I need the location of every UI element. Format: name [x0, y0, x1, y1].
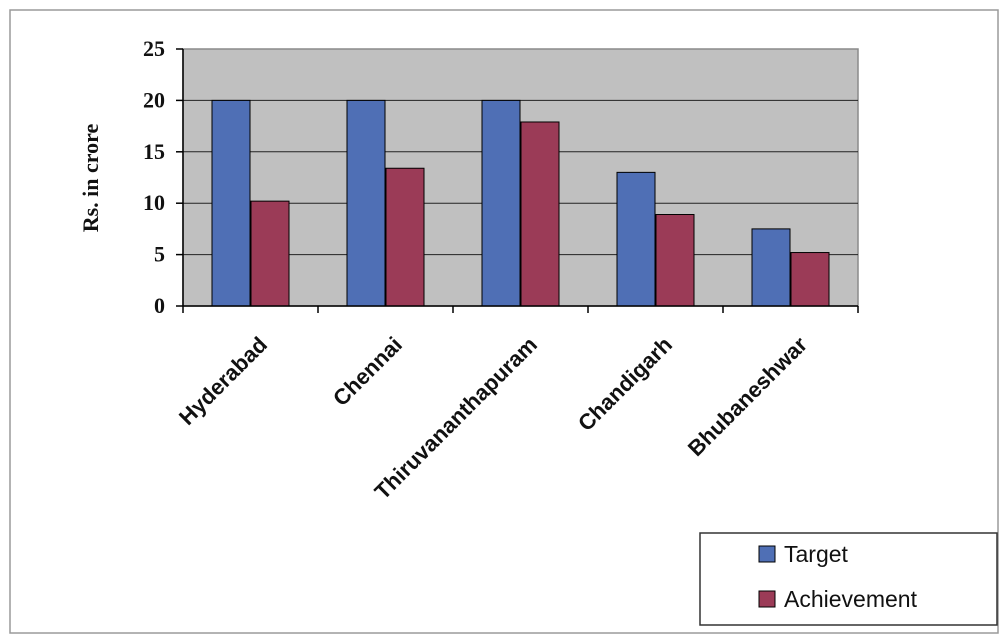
bar-achievement-chandigarh [655, 214, 695, 307]
bars-layer [211, 99, 830, 307]
y-tick-label: 15 [143, 139, 165, 164]
bar-achievement-chennai [385, 167, 425, 307]
legend-swatch-target [758, 545, 776, 563]
legend-box [699, 532, 998, 626]
bar-target-hyderabad [211, 99, 251, 307]
bar-target-bhubaneshwar [751, 228, 791, 307]
bar-achievement-bhubaneshwar [790, 252, 830, 307]
bar-target-chennai [346, 99, 386, 307]
legend-swatch-achievement [758, 590, 776, 608]
y-tick-label: 25 [143, 36, 165, 61]
legend-label-target: Target [784, 541, 849, 567]
bar-target-chandigarh [616, 171, 656, 307]
legend-label-achievement: Achievement [784, 586, 918, 612]
y-tick-label: 0 [154, 293, 165, 318]
y-tick-label: 10 [143, 190, 165, 215]
y-tick-label: 20 [143, 87, 165, 112]
bar-achievement-thiruvananthapuram [520, 121, 560, 307]
legend: Target Achievement [699, 532, 998, 626]
y-axis-label: Rs. in crore [78, 123, 103, 232]
bar-achievement-hyderabad [250, 200, 290, 307]
bar-target-thiruvananthapuram [481, 99, 521, 307]
y-tick-label: 5 [154, 242, 165, 267]
